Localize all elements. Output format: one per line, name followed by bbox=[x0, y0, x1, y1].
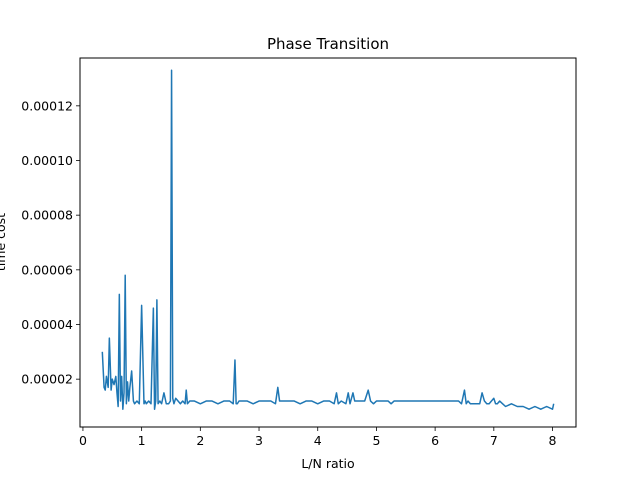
x-tick-label: 6 bbox=[431, 433, 439, 448]
chart-title: Phase Transition bbox=[267, 35, 389, 53]
x-tick-label: 1 bbox=[138, 433, 146, 448]
series-line-group bbox=[101, 69, 555, 410]
y-tick-label: 0.00008 bbox=[21, 208, 73, 223]
y-axis-label: time cost bbox=[0, 213, 8, 271]
x-tick-label: 8 bbox=[549, 433, 557, 448]
x-tick-label: 3 bbox=[255, 433, 263, 448]
x-tick-label: 5 bbox=[372, 433, 380, 448]
x-axis-ticks: 0 1 2 3 4 5 6 7 8 bbox=[79, 427, 557, 448]
x-axis-label: L/N ratio bbox=[301, 456, 354, 471]
y-tick-label: 0.00012 bbox=[21, 98, 73, 113]
y-tick-label: 0.00010 bbox=[21, 153, 73, 168]
y-axis-ticks: 0.00002 0.00004 0.00006 0.00008 0.00010 0.000… bbox=[21, 98, 80, 387]
x-tick-label: 7 bbox=[490, 433, 498, 448]
y-tick-label: 0.00002 bbox=[21, 372, 73, 387]
series-line-0 bbox=[101, 69, 555, 410]
plot-frame bbox=[79, 57, 577, 428]
y-tick-label: 0.00004 bbox=[21, 317, 73, 332]
x-tick-label: 2 bbox=[196, 433, 204, 448]
x-tick-label: 4 bbox=[314, 433, 322, 448]
x-tick-label: 0 bbox=[79, 433, 87, 448]
y-tick-label: 0.00006 bbox=[21, 262, 73, 277]
